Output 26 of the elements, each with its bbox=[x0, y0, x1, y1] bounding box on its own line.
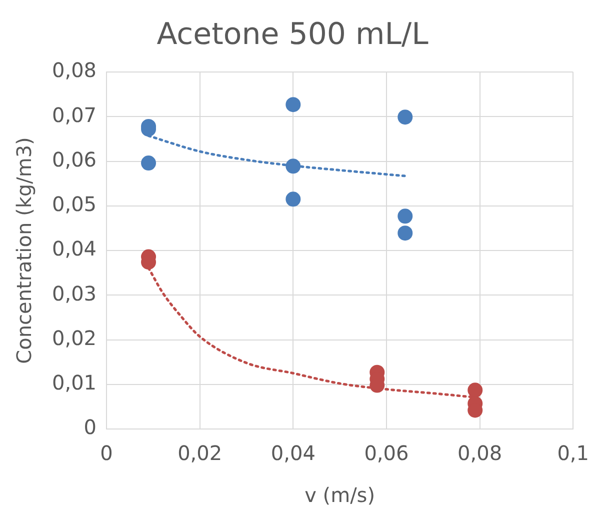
y-tick-label: 0,08 bbox=[52, 58, 97, 82]
y-axis-title: Concentration (kg/m3) bbox=[12, 137, 36, 364]
y-tick-label: 0,04 bbox=[52, 236, 97, 261]
x-axis-title: v (m/s) bbox=[304, 483, 376, 508]
point bbox=[398, 110, 413, 125]
point bbox=[398, 208, 413, 224]
x-tick-label: 0,04 bbox=[270, 441, 316, 466]
y-tick-label: 0,06 bbox=[52, 147, 97, 172]
point bbox=[468, 382, 483, 398]
point bbox=[398, 226, 413, 241]
x-tick-label: 0,06 bbox=[364, 441, 409, 466]
x-tick-label: 0,1 bbox=[557, 441, 590, 466]
point bbox=[141, 156, 156, 171]
x-tick-label: 0 bbox=[100, 441, 113, 466]
point bbox=[286, 192, 301, 207]
chart-title: Acetone 500 mL/L bbox=[156, 16, 429, 52]
point bbox=[286, 97, 301, 112]
y-tick-label: 0,05 bbox=[52, 192, 97, 216]
y-tick-label: 0,02 bbox=[52, 326, 97, 350]
x-tick-label: 0,08 bbox=[458, 441, 502, 466]
y-tick-label: 0,01 bbox=[52, 370, 97, 395]
y-tick-label: 0 bbox=[84, 415, 97, 440]
y-tick-label: 0,07 bbox=[52, 102, 97, 127]
x-tick-label: 0,02 bbox=[178, 441, 222, 466]
y-tick-label: 0,03 bbox=[52, 281, 97, 306]
point bbox=[286, 158, 301, 174]
